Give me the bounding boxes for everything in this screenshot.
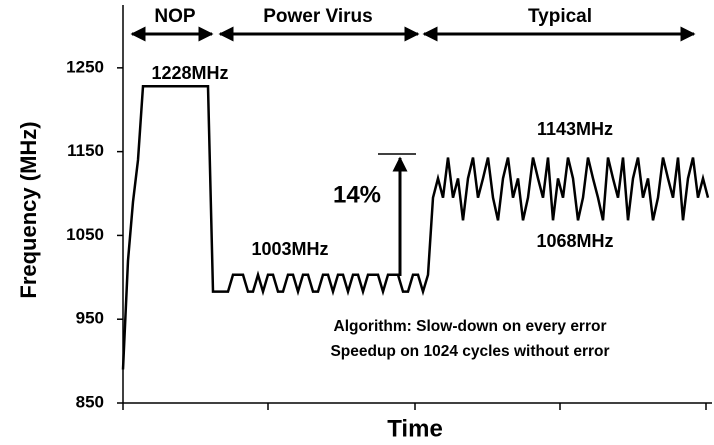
phase-label: Power Virus bbox=[263, 6, 372, 27]
y-tick-label: 1250 bbox=[66, 57, 104, 76]
annotation: 1228MHz bbox=[151, 63, 228, 83]
y-tick-label: 850 bbox=[76, 392, 104, 411]
note: Speedup on 1024 cycles without error bbox=[330, 343, 609, 360]
x-axis-ticks bbox=[122, 403, 707, 410]
annotation: 1143MHz bbox=[537, 119, 613, 139]
phase-label: NOP bbox=[154, 6, 196, 27]
x-axis-label: Time bbox=[387, 415, 443, 442]
y-tick-label: 1150 bbox=[67, 141, 104, 160]
y-tick-label: 1050 bbox=[66, 225, 104, 244]
annotation: 1068MHz bbox=[536, 231, 613, 251]
phase-label: Typical bbox=[528, 6, 592, 27]
note: Algorithm: Slow-down on every error bbox=[334, 318, 607, 335]
y-tick-label: 950 bbox=[76, 309, 104, 328]
y-axis-label: Frequency (MHz) bbox=[16, 121, 41, 298]
annotation: 14% bbox=[333, 181, 381, 208]
annotation: 1003MHz bbox=[251, 239, 328, 259]
line-series bbox=[121, 85, 710, 370]
